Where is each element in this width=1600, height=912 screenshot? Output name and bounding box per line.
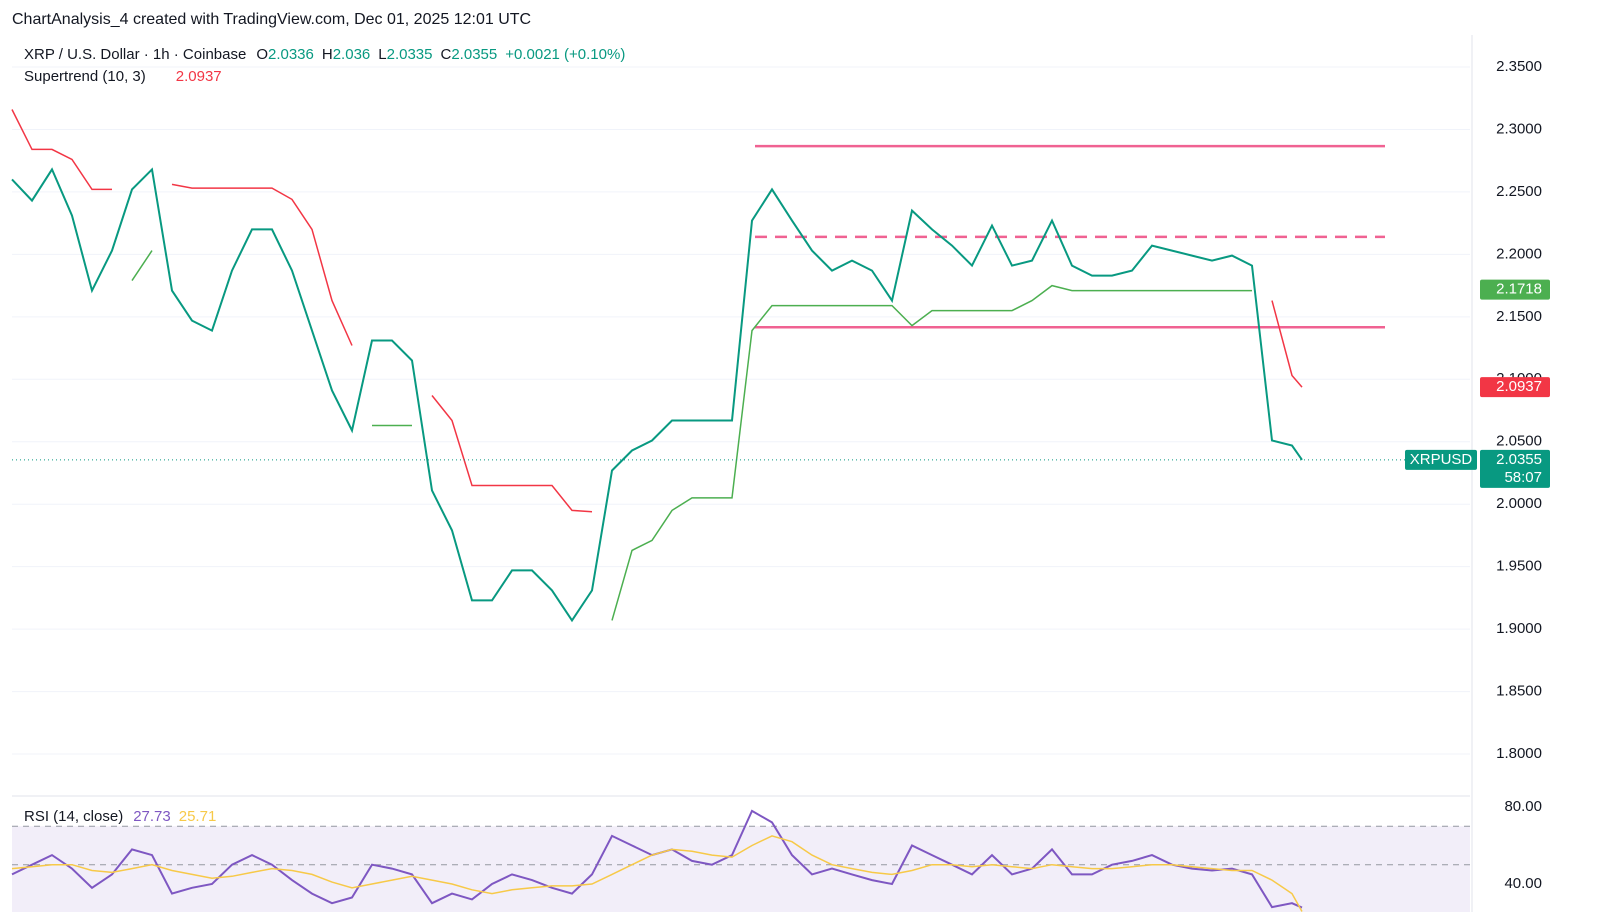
indicator-name: Supertrend (10, 3) <box>24 68 146 85</box>
countdown-text: 58:07 <box>1504 469 1542 486</box>
y-tick-label: 2.2000 <box>1496 245 1542 262</box>
series-line <box>131 250 1252 621</box>
y-tick-label: 40.00 <box>1504 875 1542 892</box>
y-tick-label: 2.1500 <box>1496 308 1542 325</box>
y-tick-label: 2.3000 <box>1496 120 1542 137</box>
y-tick-label: 1.9000 <box>1496 620 1542 637</box>
change: +0.0021 (+0.10%) <box>505 46 625 63</box>
y-tick-label: 80.00 <box>1504 798 1542 815</box>
y-tick-label: 2.0500 <box>1496 433 1542 450</box>
price-badge-text: 2.1718 <box>1496 281 1542 298</box>
rsi-value: 25.71 <box>179 808 217 825</box>
watermark-header: ChartAnalysis_4 created with TradingView… <box>12 11 531 28</box>
series-line <box>11 835 1303 912</box>
ohlc-label: H <box>322 46 333 63</box>
y-tick-label: 1.9500 <box>1496 558 1542 575</box>
indicator-value: 2.0937 <box>176 68 222 85</box>
ohlc-label: O <box>256 46 268 63</box>
price-badge-text: 2.0355 <box>1496 451 1542 468</box>
y-tick-label: 2.3500 <box>1496 58 1542 75</box>
price-badge <box>1480 449 1550 488</box>
symbol-badge <box>1405 449 1477 470</box>
price-badge <box>1480 377 1550 398</box>
ohlc-label: L <box>378 46 386 63</box>
symbol-title: XRP / U.S. Dollar · 1h · Coinbase <box>24 46 246 63</box>
rsi-title: RSI (14, close) <box>24 808 123 825</box>
y-tick-label: 1.8500 <box>1496 683 1542 700</box>
series-line <box>11 167 1303 623</box>
ohlc-value: 2.0336 <box>268 46 314 63</box>
price-badge-text: 2.0937 <box>1496 378 1542 395</box>
symbol-badge-text: XRPUSD <box>1410 451 1473 468</box>
ohlc-value: 2.0335 <box>387 46 433 63</box>
y-tick-label: 2.0000 <box>1496 495 1542 512</box>
rsi-value: 27.73 <box>133 808 171 825</box>
series-line <box>11 109 1303 513</box>
price-badge <box>1480 279 1550 300</box>
rsi-band-fill <box>12 826 1470 912</box>
y-tick-label: 2.2500 <box>1496 183 1542 200</box>
ohlc-value: 2.0355 <box>451 46 497 63</box>
ohlc-value: 2.036 <box>333 46 371 63</box>
ohlc-label: C <box>441 46 452 63</box>
y-tick-label: 1.8000 <box>1496 745 1542 762</box>
